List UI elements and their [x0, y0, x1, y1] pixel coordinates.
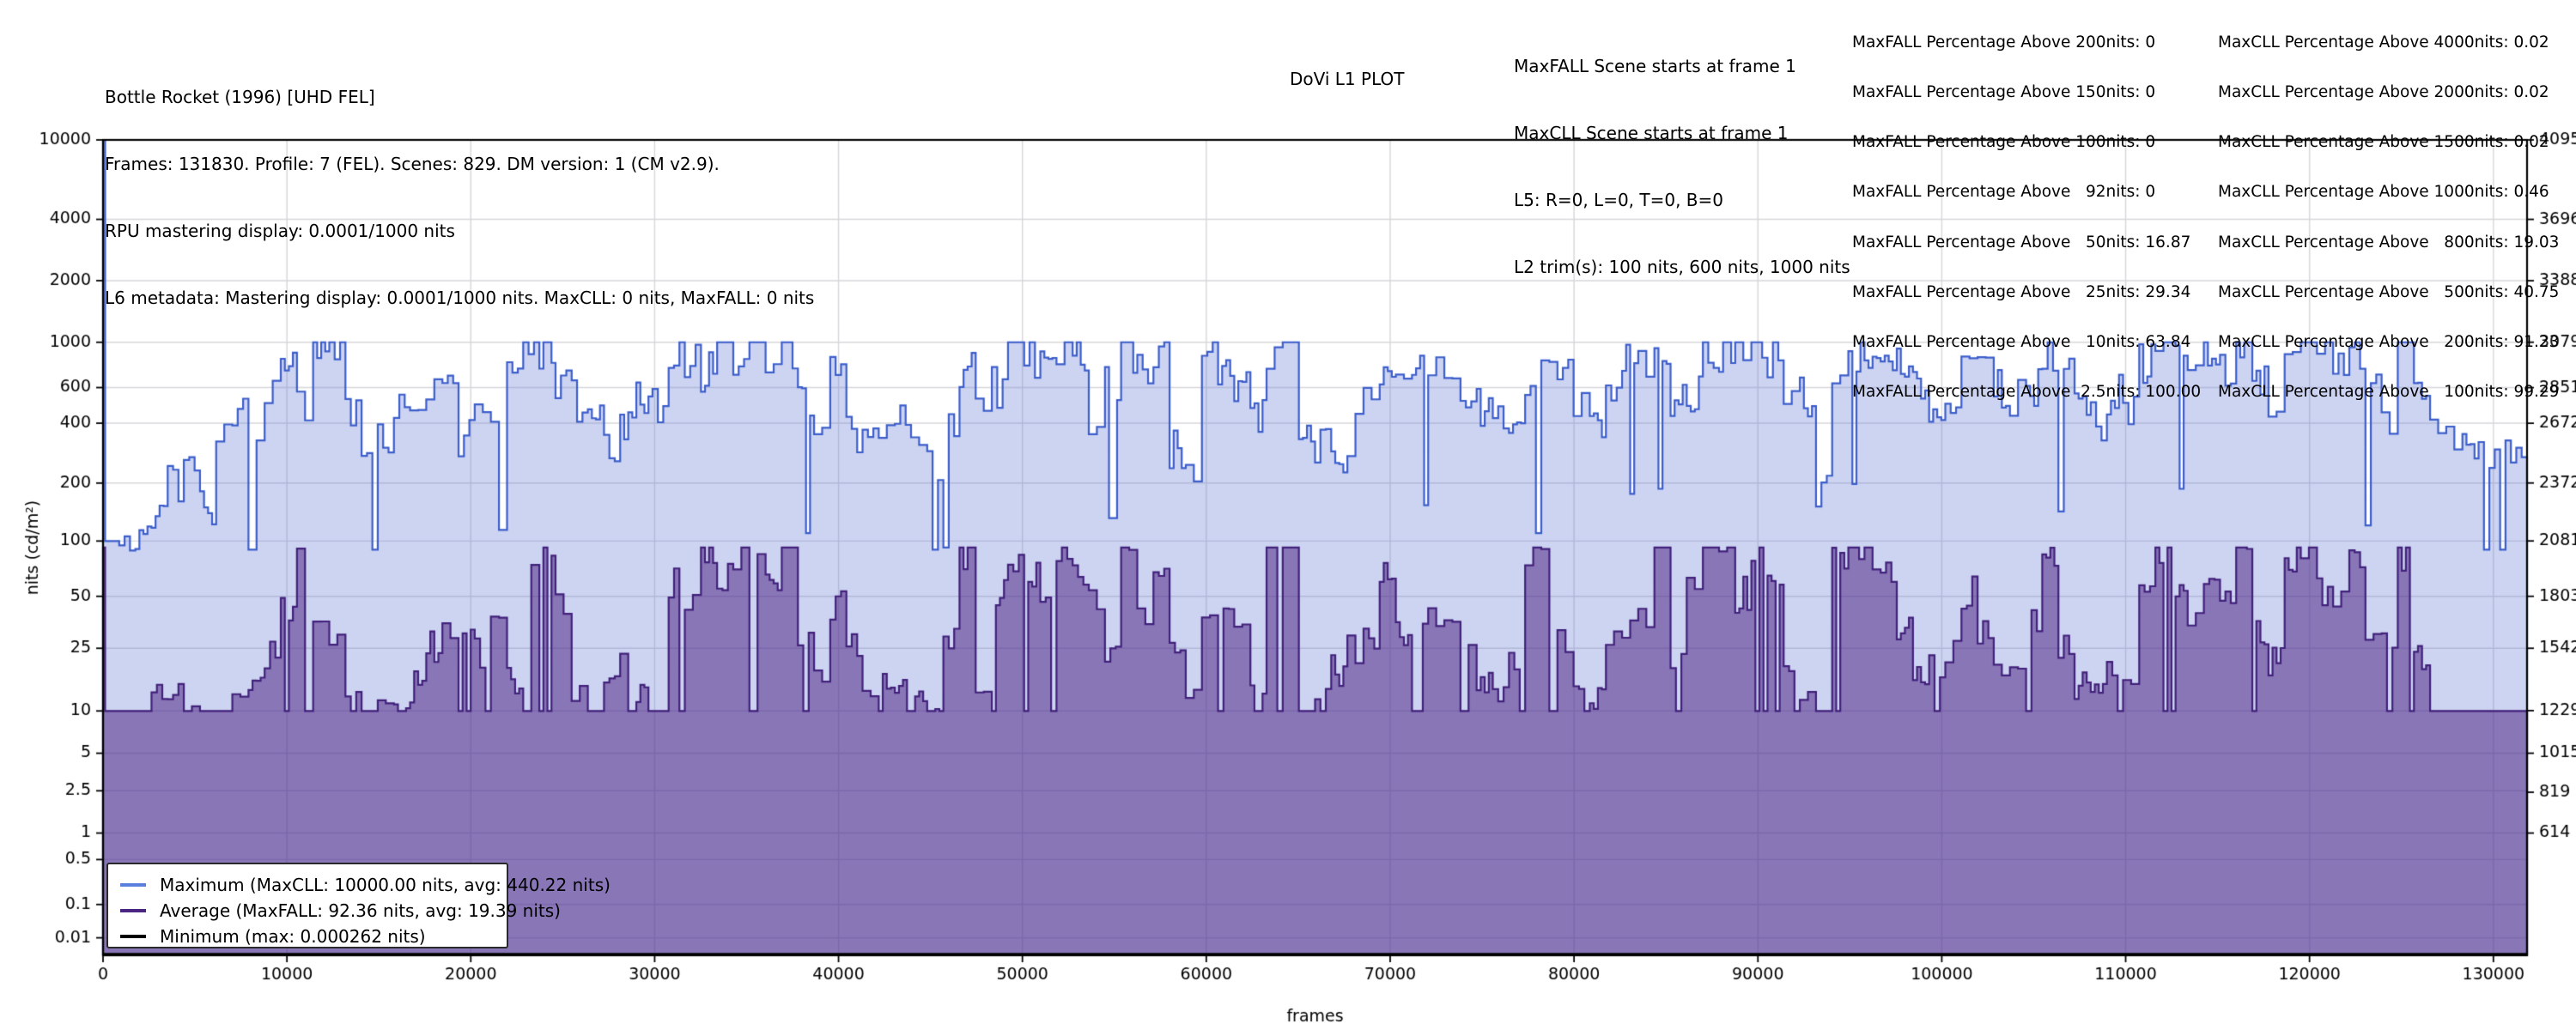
maxcll-stat-line: MaxCLL Percentage Above 1500nits: 0.02: [2218, 133, 2549, 152]
minimum-line-swatch: [120, 935, 146, 938]
plot-legend: Maximum (MaxCLL: 10000.00 nits, avg: 440…: [106, 863, 611, 949]
maxfall-stat-line: MaxFALL Percentage Above 2.5nits: 100.00: [1852, 383, 2202, 402]
maxcll-stat-line: MaxCLL Percentage Above 200nits: 91.23: [2218, 333, 2560, 352]
maxcll-stat-line: MaxCLL Percentage Above 1000nits: 0.46: [2218, 183, 2549, 202]
maxcll-stat-line: MaxCLL Percentage Above 2000nits: 0.02: [2218, 83, 2549, 102]
average-line-swatch: [120, 909, 146, 912]
legend-label-minimum: Minimum (max: 0.000262 nits): [160, 926, 426, 947]
maxcll-scene-line: MaxCLL Scene starts at frame 1: [1514, 123, 1789, 143]
plot-title: DoVi L1 PLOT: [1290, 69, 1405, 89]
maxfall-stats-block: MaxFALL Percentage Above 200nits: 0 MaxF…: [1852, 1, 2201, 417]
maxfall-stat-line: MaxFALL Percentage Above 200nits: 0: [1852, 33, 2156, 52]
maxfall-stat-line: MaxFALL Percentage Above 10nits: 63.84: [1852, 333, 2191, 352]
legend-item-maximum: Maximum (MaxCLL: 10000.00 nits, avg: 440…: [120, 872, 611, 898]
maxcll-stat-line: MaxCLL Percentage Above 4000nits: 0.02: [2218, 33, 2549, 52]
scene-info-block: MaxFALL Scene starts at frame 1 MaxCLL S…: [1514, 10, 1850, 300]
l5-offsets-line: L5: R=0, L=0, T=0, B=0: [1514, 190, 1724, 210]
maxfall-stat-line: MaxFALL Percentage Above 100nits: 0: [1852, 133, 2156, 152]
l6-metadata-line: L6 metadata: Mastering display: 0.0001/1…: [105, 288, 815, 308]
maxfall-stat-line: MaxFALL Percentage Above 92nits: 0: [1852, 183, 2156, 202]
maxfall-stat-line: MaxFALL Percentage Above 150nits: 0: [1852, 83, 2156, 102]
legend-label-average: Average (MaxFALL: 92.36 nits, avg: 19.39…: [160, 900, 561, 921]
maxcll-stat-line: MaxCLL Percentage Above 500nits: 40.75: [2218, 282, 2560, 301]
maxcll-stats-block: MaxCLL Percentage Above 4000nits: 0.02 M…: [2218, 1, 2559, 417]
movie-title: Bottle Rocket (1996) [UHD FEL]: [105, 87, 375, 107]
maxfall-scene-line: MaxFALL Scene starts at frame 1: [1514, 56, 1796, 76]
maxfall-stat-line: MaxFALL Percentage Above 25nits: 29.34: [1852, 282, 2191, 301]
maxfall-stat-line: MaxFALL Percentage Above 50nits: 16.87: [1852, 233, 2191, 251]
maxcll-stat-line: MaxCLL Percentage Above 100nits: 99.29: [2218, 383, 2560, 402]
maxcll-stat-line: MaxCLL Percentage Above 800nits: 19.03: [2218, 233, 2560, 251]
rpu-mastering-line: RPU mastering display: 0.0001/1000 nits: [105, 221, 455, 241]
legend-item-minimum: Minimum (max: 0.000262 nits): [120, 924, 495, 949]
legend-label-maximum: Maximum (MaxCLL: 10000.00 nits, avg: 440…: [160, 875, 611, 895]
title-block: Bottle Rocket (1996) [UHD FEL] Frames: 1…: [105, 41, 814, 331]
maximum-line-swatch: [120, 883, 146, 887]
legend-item-average: Average (MaxFALL: 92.36 nits, avg: 19.39…: [120, 898, 561, 924]
l2-trims-line: L2 trim(s): 100 nits, 600 nits, 1000 nit…: [1514, 257, 1850, 277]
frames-profile-line: Frames: 131830. Profile: 7 (FEL). Scenes…: [105, 154, 720, 174]
